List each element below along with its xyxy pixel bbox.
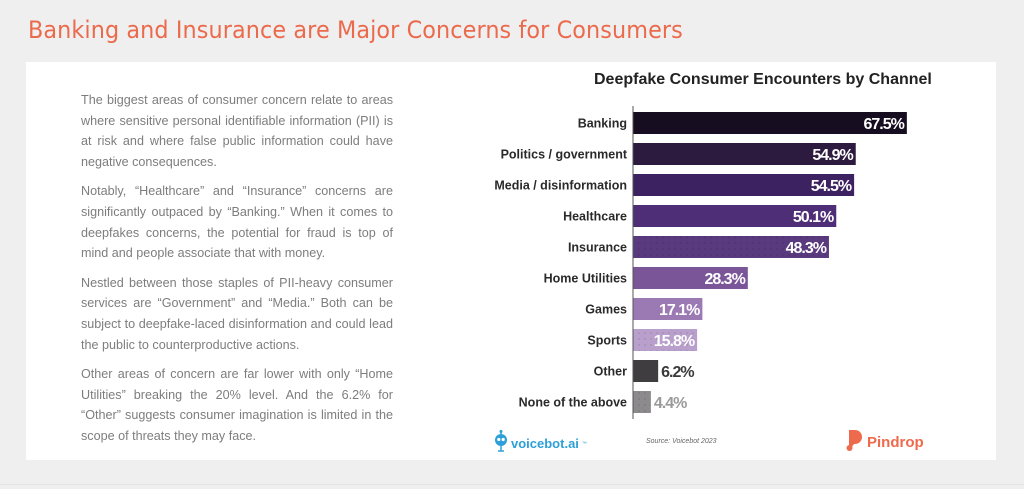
category-label: Banking bbox=[578, 117, 627, 131]
value-label: 48.3% bbox=[786, 240, 827, 257]
category-label: Other bbox=[594, 365, 627, 379]
bar-texture bbox=[633, 391, 651, 413]
bar bbox=[633, 360, 659, 382]
category-label: Sports bbox=[587, 334, 627, 348]
chart-source: Source: Voicebot 2023 bbox=[646, 438, 717, 445]
bar bbox=[633, 112, 907, 134]
category-label: Media / disinformation bbox=[494, 179, 627, 193]
chart-title: Deepfake Consumer Encounters by Channel bbox=[594, 71, 932, 88]
voicebot-logo: voicebot.ai ™ bbox=[494, 430, 587, 457]
value-label: 67.5% bbox=[863, 116, 904, 133]
bar bbox=[633, 205, 837, 227]
category-label: Healthcare bbox=[563, 210, 627, 224]
category-label: Home Utilities bbox=[544, 272, 627, 286]
value-label: 50.1% bbox=[793, 209, 834, 226]
paragraph: Notably, “Healthcare” and “Insurance” co… bbox=[81, 184, 393, 261]
category-label: Insurance bbox=[568, 241, 627, 255]
bar bbox=[633, 298, 703, 320]
value-label: 54.5% bbox=[811, 178, 852, 195]
bar-chart: Banking 67.5% Politics / government 54.9% Me… bbox=[494, 106, 907, 419]
pindrop-logo-text: Pindrop bbox=[867, 434, 924, 451]
paragraph: Other areas of concern are far lower wit… bbox=[81, 367, 393, 443]
pindrop-icon bbox=[846, 428, 864, 457]
category-label: Games bbox=[585, 303, 627, 317]
bar-texture bbox=[633, 236, 829, 258]
content-card: The biggest areas of consumer concern re… bbox=[26, 62, 996, 460]
paragraph: Nestled between those staples of PII-hea… bbox=[81, 275, 393, 352]
paragraph: The biggest areas of consumer concern re… bbox=[81, 93, 393, 169]
value-label: 15.8% bbox=[654, 333, 695, 350]
bar-texture bbox=[633, 329, 698, 351]
pindrop-logo: Pindrop bbox=[846, 428, 924, 457]
value-label: 28.3% bbox=[704, 271, 745, 288]
category-label: None of the above bbox=[519, 396, 627, 410]
value-label: 6.2% bbox=[661, 364, 694, 381]
value-label: 17.1% bbox=[659, 302, 700, 319]
category-label: Politics / government bbox=[501, 148, 628, 162]
robot-microphone-icon bbox=[494, 430, 508, 457]
voicebot-logo-text: voicebot.ai bbox=[511, 436, 579, 451]
value-label: 4.4% bbox=[654, 395, 687, 412]
bar bbox=[633, 174, 855, 196]
bar bbox=[633, 267, 748, 289]
bar bbox=[633, 143, 856, 165]
bottom-divider bbox=[0, 484, 1024, 485]
page-title: Banking and Insurance are Major Concerns… bbox=[28, 16, 683, 44]
value-label: 54.9% bbox=[812, 147, 853, 164]
body-text: The biggest areas of consumer concern re… bbox=[81, 90, 393, 456]
